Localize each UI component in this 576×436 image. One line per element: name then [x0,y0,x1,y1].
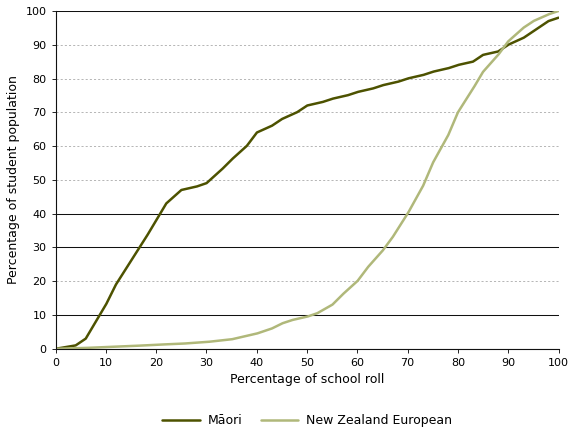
New Zealand European [453,112,460,118]
Māori [274,119,281,125]
Māori [104,300,111,305]
Māori [256,129,263,134]
New Zealand European [104,344,111,350]
Māori [453,63,460,68]
Legend: Māori, New Zealand European: Māori, New Zealand European [157,409,457,432]
New Zealand European [274,323,281,328]
X-axis label: Percentage of school roll: Percentage of school roll [230,373,384,386]
Māori [52,346,59,351]
New Zealand European [444,133,451,139]
New Zealand European [555,8,562,14]
Y-axis label: Percentage of student population: Percentage of student population [7,75,20,284]
New Zealand European [256,330,263,335]
Line: Māori: Māori [55,18,559,349]
Line: New Zealand European: New Zealand European [55,11,559,349]
New Zealand European [52,346,59,351]
Māori [444,66,451,71]
Māori [555,15,562,20]
Māori [397,78,404,83]
New Zealand European [397,221,404,227]
